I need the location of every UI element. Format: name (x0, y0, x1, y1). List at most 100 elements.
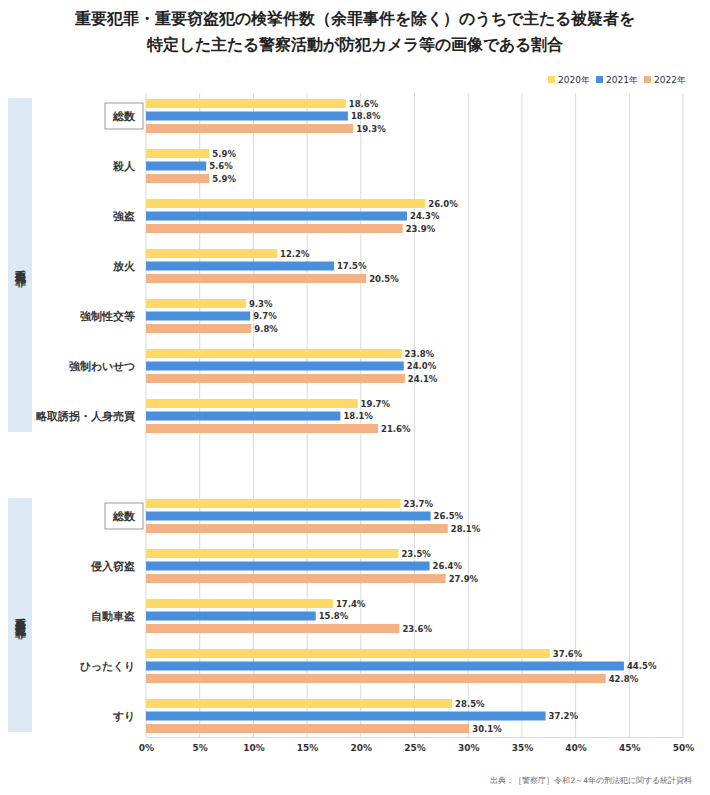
data-label: 9.8% (254, 324, 278, 334)
category-label: 自動車盗 (91, 610, 135, 622)
tick-label: 25% (404, 743, 426, 753)
data-label: 26.5% (434, 511, 464, 521)
data-label: 30.1% (472, 724, 502, 734)
bar (146, 724, 469, 733)
legend-swatch (548, 76, 555, 83)
tick: 10% (243, 737, 265, 753)
bar (146, 349, 402, 358)
tick-label: 0% (139, 743, 154, 753)
data-label: 28.1% (451, 524, 481, 534)
tick-label: 30% (458, 743, 480, 753)
title: 重要犯罪・重要窃盗犯の検挙件数（余罪事件を除く）のうちで主たる被疑者を特定した主… (74, 9, 635, 54)
data-label: 24.1% (408, 374, 438, 384)
category-label: 強制わいせつ (69, 360, 135, 372)
tick-label: 15% (297, 743, 319, 753)
bar (146, 99, 346, 108)
tick: 40% (565, 737, 587, 753)
bar (146, 312, 250, 321)
x-axis: 0% 5% 10% 15% 20% 25% 30% 35% 40% 45% 50% (139, 737, 694, 753)
group-label: 重要犯罪 (14, 261, 28, 288)
data-label: 17.4% (336, 599, 366, 609)
tick: 25% (404, 737, 426, 753)
data-label: 5.9% (212, 149, 236, 159)
legend-label: 2021年 (606, 75, 638, 85)
data-label: 23.8% (405, 349, 435, 359)
bars (146, 99, 624, 733)
tick-label: 10% (243, 743, 265, 753)
tick: 50% (673, 737, 695, 753)
legend-label: 2022年 (654, 75, 686, 85)
data-label: 18.8% (351, 111, 381, 121)
category-label: 殺人 (112, 160, 136, 173)
category-label: 強盗 (113, 210, 135, 222)
data-label: 37.2% (549, 711, 579, 721)
bar (146, 662, 624, 671)
data-label: 15.8% (319, 611, 349, 621)
data-label: 18.6% (349, 99, 379, 109)
bar (146, 399, 358, 408)
tick-label: 50% (673, 743, 695, 753)
source: 出典：［警察庁］令和2～4年の刑法犯に関する統計資料 (490, 776, 692, 785)
tick-label: 40% (565, 743, 587, 753)
legend-swatch (596, 76, 603, 83)
grid-line (414, 93, 415, 737)
data-label: 23.7% (404, 499, 434, 509)
group-box (8, 498, 32, 732)
bar (146, 212, 407, 221)
tick-label: 5% (193, 743, 208, 753)
category-label: 総数 (112, 510, 136, 522)
tick: 20% (351, 737, 373, 753)
tick: 45% (619, 737, 641, 753)
bar (146, 524, 448, 533)
tick: 0% (139, 737, 154, 753)
data-label: 5.9% (212, 174, 236, 184)
bar (146, 574, 446, 583)
data-label: 12.2% (280, 249, 310, 259)
data-label: 9.3% (249, 299, 273, 309)
category-label: 放火 (112, 260, 136, 272)
legend-swatch (644, 76, 651, 83)
data-label: 27.9% (449, 574, 479, 584)
category-label: 総数 (112, 110, 136, 122)
data-label: 5.6% (209, 161, 233, 171)
bar (146, 549, 398, 558)
category-label: すり (112, 710, 135, 723)
grid-line (521, 93, 522, 737)
bar (146, 262, 334, 271)
category-label: ひったくり (80, 660, 135, 673)
grid-line (683, 93, 684, 737)
tick: 35% (512, 737, 534, 753)
bar (146, 499, 401, 508)
bar (146, 562, 430, 571)
data-label: 23.5% (401, 549, 431, 559)
data-label: 24.0% (407, 361, 437, 371)
bar (146, 249, 277, 258)
data-label: 23.9% (406, 224, 436, 234)
chart: 重要犯罪・重要窃盗犯の検挙件数（余罪事件を除く）のうちで主たる被疑者を特定した主… (0, 0, 710, 795)
data-label: 19.3% (356, 124, 386, 134)
bar (146, 112, 348, 121)
data-label: 21.6% (381, 424, 411, 434)
title-line: 特定した主たる警察活動が防犯カメラ等の画像である割合 (146, 35, 563, 54)
data-label: 37.6% (553, 649, 583, 659)
data-label: 9.7% (253, 311, 277, 321)
bar (146, 699, 452, 708)
data-label: 18.1% (343, 411, 373, 421)
bar (146, 512, 431, 521)
bar (146, 362, 404, 371)
tick-label: 45% (619, 743, 641, 753)
bar (146, 674, 606, 683)
data-label: 19.7% (361, 399, 391, 409)
data-label: 28.5% (455, 699, 485, 709)
bar (146, 612, 316, 621)
bar (146, 324, 251, 333)
category-box (105, 103, 143, 129)
title-line: 重要犯罪・重要窃盗犯の検挙件数（余罪事件を除く）のうちで主たる被疑者を (74, 9, 635, 28)
bar (146, 174, 209, 183)
axis-line (147, 737, 684, 738)
legend-item: 2020年 (548, 75, 590, 85)
category-label: 略取誘拐・人身売買 (36, 410, 135, 423)
data-label: 24.3% (410, 211, 440, 221)
bar (146, 299, 246, 308)
bar (146, 162, 206, 171)
